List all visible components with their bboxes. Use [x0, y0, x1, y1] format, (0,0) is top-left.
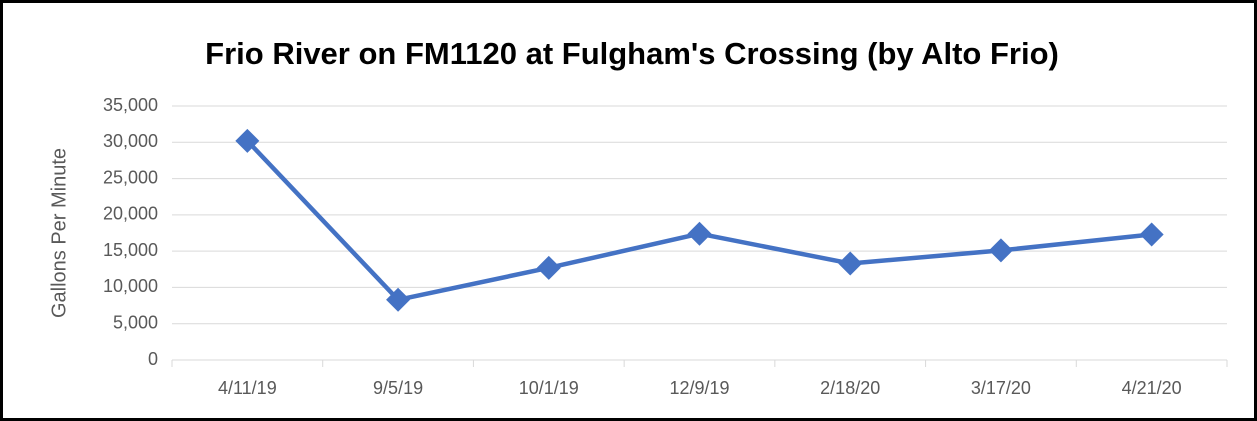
- y-tick-label: 5,000: [113, 312, 158, 332]
- x-tick-label: 4/21/20: [1122, 378, 1182, 398]
- x-tick-label: 9/5/19: [373, 378, 423, 398]
- y-tick-label: 15,000: [103, 240, 158, 260]
- x-tick-label: 4/11/19: [218, 378, 277, 398]
- marker: [838, 251, 863, 276]
- chart-title: Frio River on FM1120 at Fulgham's Crossi…: [205, 36, 1059, 71]
- y-tick-label: 20,000: [103, 204, 158, 224]
- y-tick-label: 35,000: [103, 95, 158, 115]
- y-tick-label: 10,000: [103, 276, 158, 296]
- x-tick-label: 3/17/20: [971, 378, 1031, 398]
- marker: [386, 287, 411, 312]
- marker: [988, 238, 1013, 263]
- y-tick-label: 25,000: [103, 167, 158, 187]
- y-tick-label: 0: [148, 349, 158, 369]
- marker: [687, 221, 712, 246]
- x-tick-label: 12/9/19: [669, 378, 729, 398]
- x-tick-label: 2/18/20: [820, 378, 880, 398]
- marker: [1139, 222, 1164, 247]
- marker: [536, 255, 561, 280]
- y-tick-label: 30,000: [103, 131, 158, 151]
- x-tick-label: 10/1/19: [519, 378, 579, 398]
- marker: [235, 128, 260, 153]
- y-axis-title: Gallons Per Minute: [48, 148, 70, 318]
